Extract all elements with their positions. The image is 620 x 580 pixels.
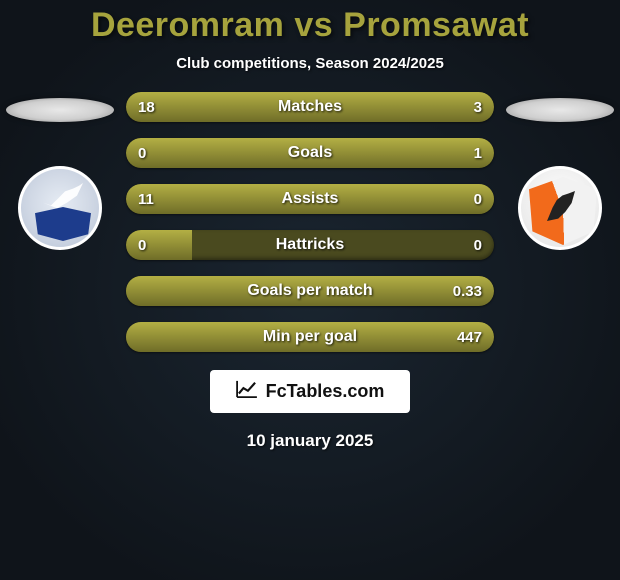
bar-fill-right (192, 138, 494, 168)
bar-fill-right (126, 276, 494, 306)
stat-row: Matches183 (126, 92, 494, 122)
main-row: Matches183 Goals01 Assists110 Hattricks00 Go… (0, 92, 620, 352)
branding-badge: FcTables.com (210, 370, 411, 413)
page-title: Deeromram vs Promsawat (91, 6, 529, 45)
right-crest-column (500, 92, 620, 250)
date-text: 10 january 2025 (247, 431, 374, 451)
bar-fill-left (126, 230, 192, 260)
stat-row: Min per goal447 (126, 322, 494, 352)
comparison-infographic: Deeromram vs Promsawat Club competitions… (0, 0, 620, 580)
subtitle: Club competitions, Season 2024/2025 (176, 55, 444, 72)
bar-fill-right (442, 92, 494, 122)
stat-bars: Matches183 Goals01 Assists110 Hattricks00 Go… (120, 92, 500, 352)
chart-icon (236, 380, 258, 403)
stat-row: Goals01 (126, 138, 494, 168)
title-vs: vs (284, 6, 343, 44)
stat-row: Assists110 (126, 184, 494, 214)
stat-row: Goals per match0.33 (126, 276, 494, 306)
branding-text: FcTables.com (266, 381, 385, 402)
team-b-crest (518, 166, 602, 250)
stat-value-right: 0 (474, 230, 482, 260)
team-a-crest (18, 166, 102, 250)
player-right-name: Promsawat (343, 6, 529, 44)
left-crest-column (0, 92, 120, 250)
bar-fill-left (126, 184, 494, 214)
platform-ellipse-left (6, 98, 114, 122)
bar-fill-left (126, 138, 192, 168)
bar-fill-right (126, 322, 494, 352)
player-left-name: Deeromram (91, 6, 284, 44)
bar-fill-left (126, 92, 442, 122)
stat-row: Hattricks00 (126, 230, 494, 260)
platform-ellipse-right (506, 98, 614, 122)
